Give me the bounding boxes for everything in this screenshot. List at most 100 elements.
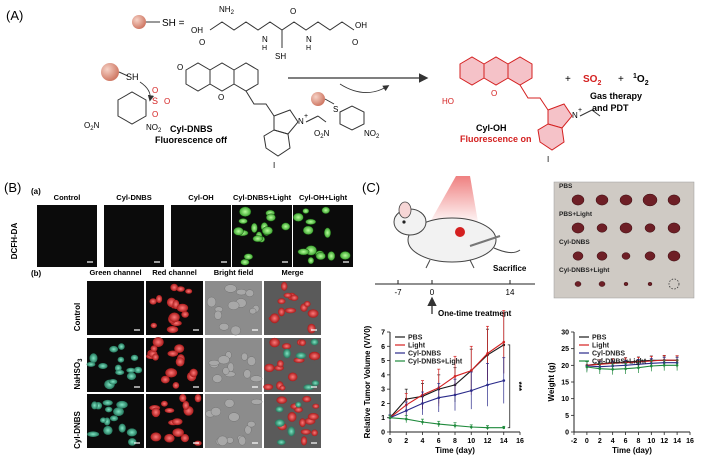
cell-shape xyxy=(277,439,286,446)
cell-shape xyxy=(126,372,137,381)
cell-shape xyxy=(238,218,248,225)
col-header-a-0: Control xyxy=(54,193,81,202)
row-label-cyl-dnbs: Cyl-DNBS xyxy=(73,410,82,448)
byproduct-o2n-label: O2N xyxy=(314,129,330,140)
cell-shape xyxy=(297,248,310,256)
cell-shape xyxy=(264,363,275,373)
tumor-sample xyxy=(598,281,606,287)
data-point xyxy=(585,365,589,369)
cell-shape xyxy=(167,350,179,357)
cell-shape xyxy=(180,434,189,443)
image-tile-b-1-1 xyxy=(146,337,203,392)
o-label-1: O xyxy=(199,38,205,47)
image-background xyxy=(37,205,97,267)
image-tile-a-1 xyxy=(104,205,164,267)
cell-shape xyxy=(164,433,175,443)
iodo-label-2: I xyxy=(547,155,549,164)
nh2-label: NH2 xyxy=(219,5,235,16)
cell-shape xyxy=(302,395,312,403)
y-tick-label: 5 xyxy=(381,358,385,365)
o-label-2: O xyxy=(290,7,296,16)
tumor-photo-rows: PBS PBS+Light Cyl-DNBS Cyl-DNBS+Light xyxy=(559,183,681,290)
y-tick-label: 0 xyxy=(565,430,569,437)
series-3 xyxy=(388,415,506,430)
data-point xyxy=(637,366,640,370)
cell-shape xyxy=(113,407,124,416)
sh-attacking-label: SH xyxy=(126,72,139,82)
therapy-line-2: and PDT xyxy=(592,103,629,113)
cell-shape xyxy=(151,407,161,418)
timeline-tick-1: 0 xyxy=(430,288,435,297)
cell-shape xyxy=(252,235,263,243)
cell-shape xyxy=(116,400,128,409)
cell-shape xyxy=(224,284,237,293)
byproduct-s-label: S xyxy=(333,105,338,114)
cell-shape xyxy=(169,312,180,323)
tumor-sample xyxy=(667,194,681,206)
cell-shape xyxy=(287,426,296,437)
cell-shape xyxy=(91,401,98,410)
col-header-b-0: Green channel xyxy=(89,268,141,277)
cell-shape xyxy=(150,322,157,329)
cell-shape xyxy=(176,303,189,313)
reaction-arrow: S O2N NO2 xyxy=(288,73,429,140)
y-tick-label: 7 xyxy=(381,330,385,337)
y-tick-label: 3 xyxy=(381,387,385,394)
data-point xyxy=(502,379,506,382)
subpanel-b-label: (b) xyxy=(31,269,42,278)
cell-shape xyxy=(263,383,274,391)
image-tile-b-0-0 xyxy=(87,281,144,335)
iodo-label-1: I xyxy=(273,161,275,170)
photo-row-label-1: PBS+Light xyxy=(559,211,593,218)
y-tick-label: 1 xyxy=(381,415,385,422)
x-tick-label: 2 xyxy=(598,438,602,445)
cell-shape xyxy=(134,366,143,374)
cell-shape xyxy=(287,412,297,422)
panel-c: (C) -7 0 14 Sacrifice One-time treatme xyxy=(362,176,695,455)
cell-shape xyxy=(294,406,303,413)
tumor-sample xyxy=(644,223,656,233)
tumor-spot xyxy=(455,227,465,237)
col-header-b-1: Red channel xyxy=(152,268,197,277)
cell-shape xyxy=(128,438,137,446)
product-o-label: O xyxy=(491,89,497,98)
cell-shape xyxy=(115,369,125,376)
x-tick-label: 0 xyxy=(388,438,392,445)
cell-shape xyxy=(283,348,291,359)
cell-shape xyxy=(288,372,298,382)
thiol-definition: SH = NH2 O OH O N H N H SH O OH xyxy=(132,5,367,61)
photo-row-label-0: PBS xyxy=(559,183,573,190)
cell-shape xyxy=(295,352,307,359)
col-header-b-2: Bright field xyxy=(214,268,254,277)
cell-shape xyxy=(265,213,276,222)
data-point xyxy=(611,368,614,371)
cell-shape xyxy=(290,294,299,301)
cell-shape xyxy=(233,226,244,236)
x-tick-label: 10 xyxy=(467,438,475,445)
photo-row-label-2: Cyl-DNBS xyxy=(559,239,590,246)
sh-label-cys: SH xyxy=(275,52,286,61)
cell-shape xyxy=(269,337,280,348)
data-point xyxy=(502,426,506,430)
product-state: Fluorescence on xyxy=(460,134,532,144)
laser-beam xyxy=(430,176,478,222)
timeline-tick-2: 14 xyxy=(506,288,515,297)
legend-entry: Light xyxy=(592,343,610,350)
legend-entry: Cyl-DNBS+Light xyxy=(592,359,647,366)
cell-shape xyxy=(284,307,297,314)
substrate-ball-icon xyxy=(101,63,119,81)
image-tile-b-2-3 xyxy=(264,394,321,448)
y-tick-label: 25 xyxy=(561,346,569,353)
data-point xyxy=(486,383,489,387)
cell-shape xyxy=(299,418,306,428)
cell-shape xyxy=(302,225,314,235)
cell-shape xyxy=(172,382,180,389)
image-tile-b-1-0 xyxy=(86,338,144,392)
tumor-photo: PBS PBS+Light Cyl-DNBS Cyl-DNBS+Light xyxy=(553,181,695,299)
indole-n-label: N xyxy=(298,117,304,126)
cell-shape xyxy=(230,325,241,336)
h-label-2: H xyxy=(306,45,311,52)
product-name: Cyl-OH xyxy=(476,123,507,133)
image-tile-b-0-2 xyxy=(205,281,262,336)
